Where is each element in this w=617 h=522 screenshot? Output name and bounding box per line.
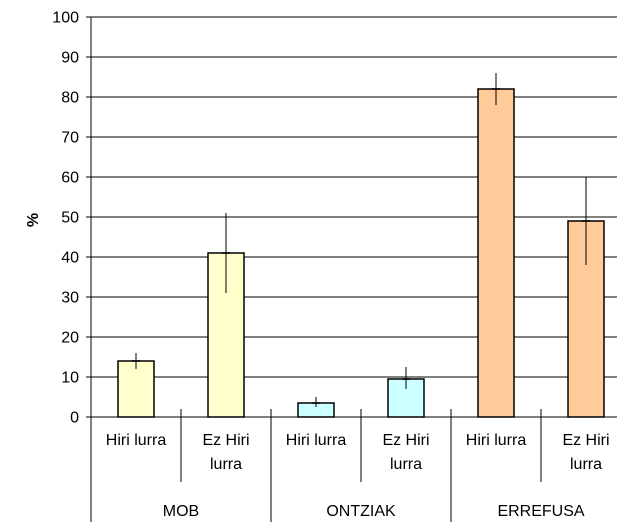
y-tick-label: 0 — [70, 410, 79, 427]
y-tick-label: 20 — [61, 330, 79, 347]
y-tick-label: 30 — [61, 290, 79, 307]
y-tick-label: 100 — [52, 10, 79, 27]
labels: 0 10 20 30 40 50 60 70 80 90 100 Hiri lurra Ez Hiri l… — [52, 10, 609, 521]
bar — [117, 360, 155, 418]
x-category-label: lurra — [210, 456, 242, 473]
y-tick-label: 60 — [61, 170, 79, 187]
y-tick-label: 70 — [61, 130, 79, 147]
grid — [91, 16, 617, 378]
y-tick-label: 80 — [61, 90, 79, 107]
x-group-label: ERREFUSA — [497, 503, 584, 520]
bar — [477, 88, 515, 418]
x-category-label: lurra — [570, 456, 602, 473]
y-tick-label: 50 — [61, 210, 79, 227]
x-category-label: Ez Hiri — [382, 432, 429, 449]
x-group-label: MOB — [163, 503, 199, 520]
x-category-label: Ez Hiri — [562, 432, 609, 449]
x-group-label: ONTZIAK — [326, 503, 396, 520]
x-category-label: Ez Hiri — [202, 432, 249, 449]
x-category-label: lurra — [390, 456, 422, 473]
x-category-label: Hiri lurra — [106, 432, 167, 449]
y-tick-label: 40 — [61, 250, 79, 267]
y-tick-label: 10 — [61, 370, 79, 387]
x-category-label: Hiri lurra — [286, 432, 347, 449]
axes — [86, 16, 617, 522]
y-axis-label: % — [25, 213, 42, 227]
x-category-label: Hiri lurra — [466, 432, 527, 449]
y-tick-label: 90 — [61, 50, 79, 67]
bars — [117, 73, 605, 418]
